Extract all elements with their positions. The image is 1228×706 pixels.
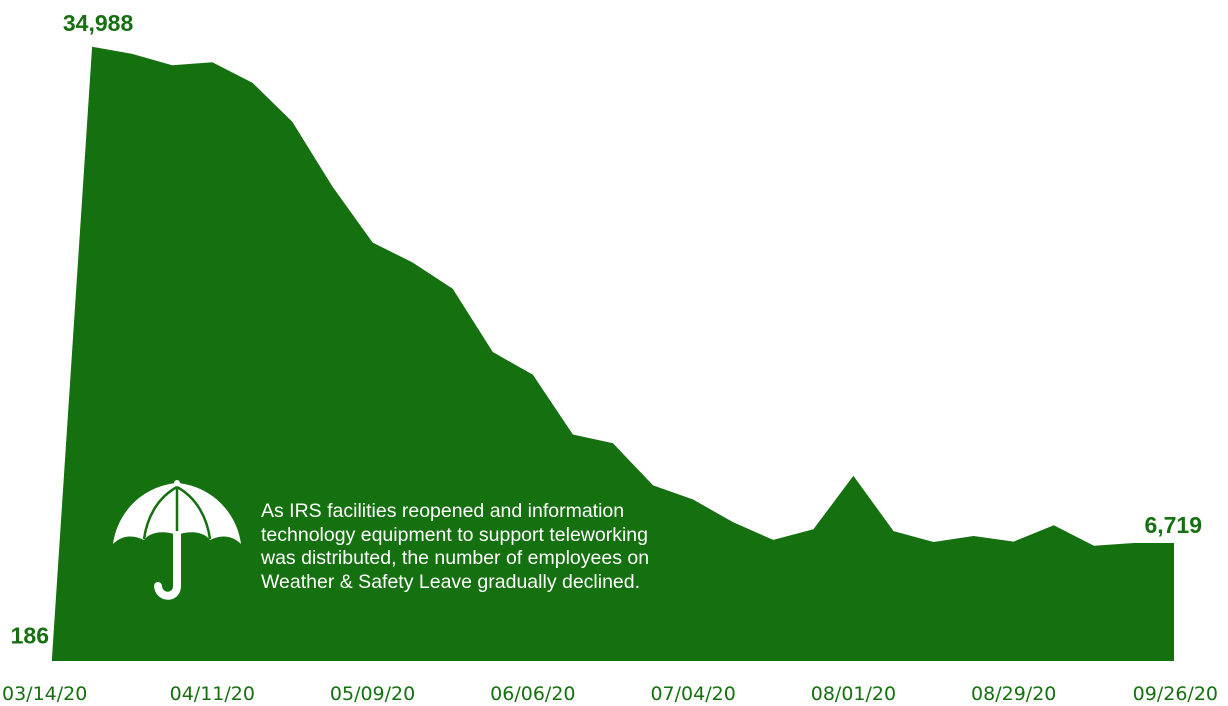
data-label: 186 bbox=[11, 623, 49, 649]
x-tick-label: 03/14/20 bbox=[2, 683, 87, 705]
annotation-line: technology equipment to support telework… bbox=[261, 523, 648, 546]
annotation-line: As IRS facilities reopened and informati… bbox=[261, 500, 625, 522]
x-tick-label: 08/01/20 bbox=[811, 683, 896, 705]
x-tick-label: 08/29/20 bbox=[971, 683, 1056, 705]
x-tick-label: 06/06/20 bbox=[490, 683, 575, 705]
x-tick-label: 09/26/20 bbox=[1133, 683, 1218, 705]
annotation-text: As IRS facilities reopened and informati… bbox=[261, 500, 731, 594]
annotation-line: was distributed, the number of employees… bbox=[261, 547, 650, 569]
x-tick-label: 05/09/20 bbox=[330, 683, 415, 705]
x-tick-label: 04/11/20 bbox=[170, 683, 255, 705]
umbrella-icon bbox=[113, 480, 241, 600]
data-label: 6,719 bbox=[1144, 512, 1202, 538]
annotation-line: Weather & Safety Leave gradually decline… bbox=[261, 570, 641, 593]
area-series bbox=[52, 46, 1174, 662]
x-tick-label: 07/04/20 bbox=[650, 683, 735, 705]
data-label: 34,988 bbox=[63, 10, 134, 36]
